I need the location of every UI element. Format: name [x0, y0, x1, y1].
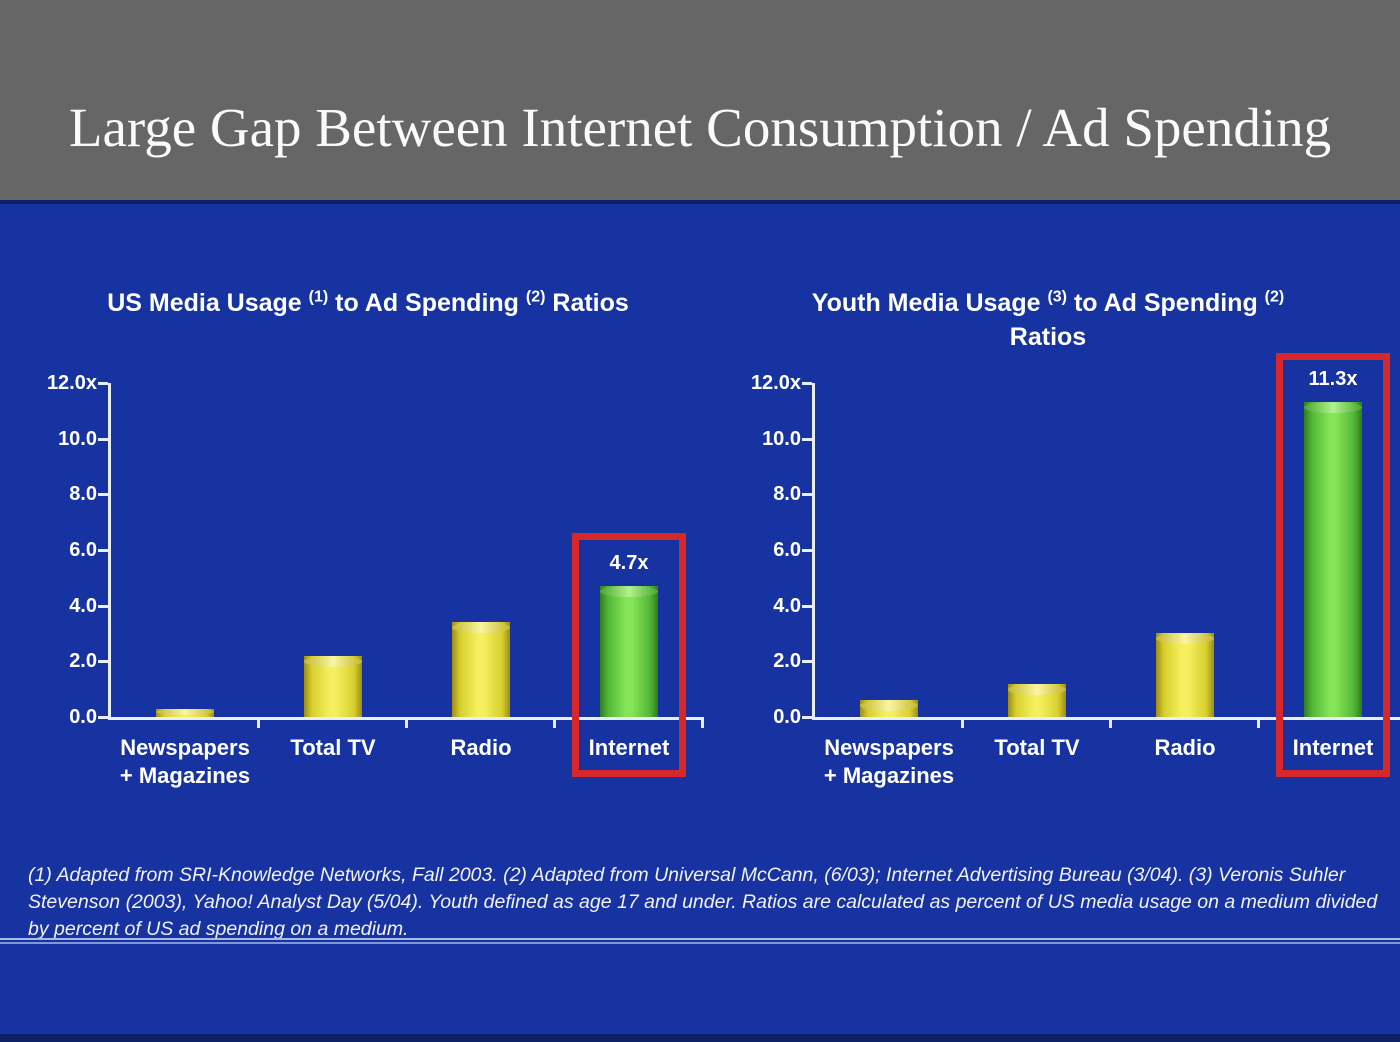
- y-axis-tick: [802, 493, 812, 497]
- x-axis-tick: [1257, 717, 1260, 728]
- footnote: (1) Adapted from SRI-Knowledge Networks,…: [28, 864, 1378, 940]
- bar-total-tv: [1008, 684, 1066, 717]
- category-label-total-tv: Total TV: [290, 735, 376, 760]
- bar-internet: [1304, 402, 1362, 717]
- bar-cap: [1304, 402, 1362, 413]
- category-label-newspapers: Newspapers + Magazines: [119, 735, 251, 788]
- bar-cap: [452, 622, 510, 633]
- y-axis-label: 6.0: [773, 539, 801, 561]
- y-axis-label: 6.0: [69, 539, 97, 561]
- y-axis-label: 4.0: [773, 594, 801, 617]
- bar-cap: [156, 709, 214, 715]
- y-axis-tick: [98, 382, 108, 385]
- x-axis-tick: [257, 717, 260, 728]
- bar-radio: [1156, 633, 1214, 717]
- x-axis-tick: [701, 717, 704, 728]
- bar-cap: [600, 586, 658, 597]
- y-axis-tick: [98, 604, 108, 608]
- x-axis-tick: [1109, 717, 1112, 728]
- y-axis-label: 8.0: [773, 483, 801, 506]
- y-axis-label: 8.0: [69, 483, 97, 506]
- category-label-newspapers: Newspapers + Magazines: [823, 735, 955, 788]
- x-axis-tick: [405, 717, 408, 728]
- y-axis-tick: [98, 660, 108, 664]
- y-axis-tick: [802, 604, 812, 608]
- y-axis-label: 2.0: [773, 650, 801, 673]
- bar-cap: [304, 656, 362, 667]
- y-axis-label: 0.0: [773, 706, 801, 728]
- slide-footer: MorganStanley 43 Yourseeker: [0, 945, 1400, 1042]
- category-label-total-tv: Total TV: [994, 735, 1080, 760]
- slide-title: Large Gap Between Internet Consumption /…: [68, 97, 1332, 158]
- y-axis-tick: [802, 437, 812, 441]
- bar-cap: [860, 700, 918, 711]
- y-axis-tick: [802, 660, 812, 664]
- chart-title: Youth Media Usage (3) to Ad Spending (2)…: [811, 288, 1285, 351]
- y-axis-label: 2.0: [69, 650, 97, 673]
- highlight-box: [1276, 353, 1390, 777]
- slide-header: [0, 0, 1400, 204]
- category-label-radio: Radio: [1154, 735, 1216, 760]
- y-axis-tick: [802, 716, 812, 719]
- y-axis-tick: [98, 493, 108, 497]
- bar-total-tv: [304, 656, 362, 717]
- x-axis-tick: [553, 717, 556, 728]
- y-axis-label: 0.0: [69, 706, 97, 728]
- x-axis-tick: [961, 717, 964, 728]
- chart-title: US Media Usage (1) to Ad Spending (2) Ra…: [107, 288, 629, 317]
- plot-area: 0.0 2.0 4.0 6.0 8.0 10.0 12.0x Newspapers + Mag…: [47, 372, 704, 788]
- bar-newspapers: [156, 709, 214, 717]
- bar-newspapers: [860, 700, 918, 717]
- bar-radio: [452, 622, 510, 717]
- plot-area: 0.0 2.0 4.0 6.0 8.0 10.0 12.0x Newspapers + Mag…: [751, 353, 1400, 788]
- bar-internet: [600, 586, 658, 717]
- y-axis-label: 10.0: [762, 427, 801, 450]
- y-axis-label: 4.0: [69, 594, 97, 617]
- value-label: 4.7x: [609, 552, 649, 574]
- category-label-internet: Internet: [588, 735, 670, 760]
- value-label: 11.3x: [1308, 368, 1358, 390]
- y-axis-label: 12.0x: [750, 372, 801, 394]
- category-label-radio: Radio: [450, 735, 512, 760]
- footer-divider: [0, 938, 1400, 945]
- highlight-box: [572, 533, 686, 777]
- y-axis-tick: [98, 549, 108, 552]
- y-axis-label: 10.0: [58, 427, 97, 450]
- bottom-edge-strip: [0, 1034, 1400, 1042]
- category-label-internet: Internet: [1292, 735, 1374, 760]
- bar-cap: [1156, 633, 1214, 644]
- y-axis-tick: [802, 382, 812, 385]
- y-axis-tick: [98, 437, 108, 441]
- bar-cap: [1008, 684, 1066, 695]
- y-axis-tick: [98, 716, 108, 719]
- y-axis-label: 12.0x: [46, 372, 97, 394]
- y-axis-tick: [802, 549, 812, 552]
